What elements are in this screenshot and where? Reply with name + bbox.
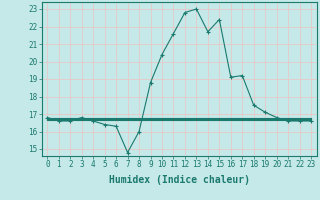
X-axis label: Humidex (Indice chaleur): Humidex (Indice chaleur) bbox=[109, 175, 250, 185]
